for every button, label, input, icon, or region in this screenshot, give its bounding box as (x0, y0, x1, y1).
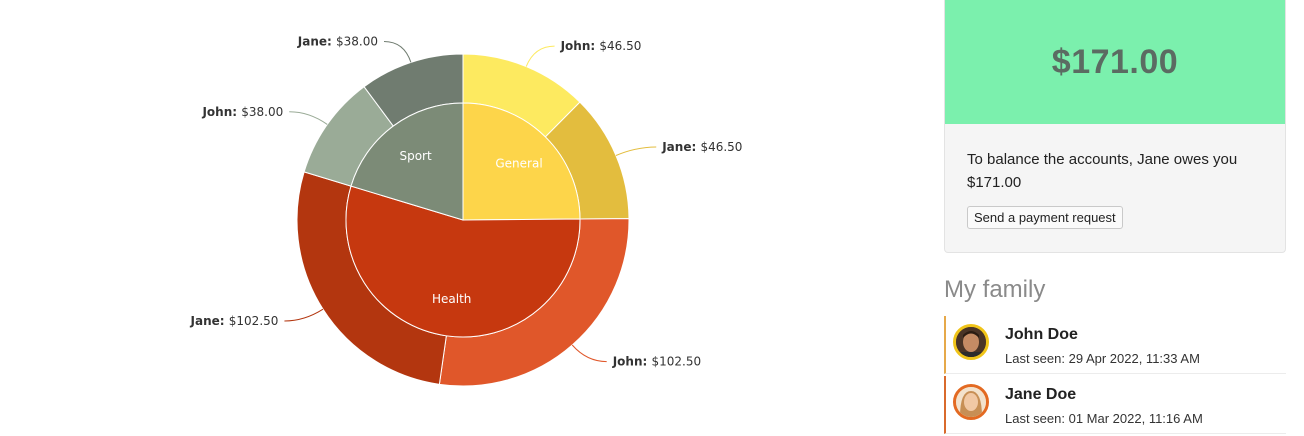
label-connector (571, 344, 607, 363)
expense-sunburst-chart: General Health Sport John: $46.50 Jane: $46.… (190, 34, 742, 387)
category-label-health: Health (432, 292, 471, 306)
user-avatar-icon (953, 384, 989, 420)
chart-svg: General Health Sport John: $46.50 Jane: $46.… (190, 34, 742, 387)
label-connector (525, 45, 555, 67)
send-payment-request-button[interactable]: Send a payment request (967, 206, 1123, 229)
user-avatar-icon (953, 324, 989, 360)
member-name: John Doe (1005, 326, 1078, 343)
label-connector (384, 40, 412, 63)
member-name: Jane Doe (1005, 386, 1077, 403)
member-last-seen: Last seen: 01 Mar 2022, 11:16 AM (1005, 411, 1203, 426)
data-label: John: $102.50 (612, 355, 701, 369)
balance-body: To balance the accounts, Jane owes you $… (945, 124, 1285, 229)
family-section-title: My family (944, 276, 1046, 303)
data-label: Jane: $46.50 (661, 140, 742, 154)
balance-message: To balance the accounts, Jane owes you $… (967, 151, 1238, 191)
family-member-jane[interactable]: Jane Doe Last seen: 01 Mar 2022, 11:16 A… (944, 376, 1286, 434)
balance-header: $171.00 (945, 0, 1285, 124)
data-label: Jane: $102.50 (190, 314, 279, 328)
inner-slice-health[interactable] (345, 185, 581, 338)
label-connector (615, 146, 657, 156)
category-label-general: General (495, 157, 542, 171)
member-last-seen: Last seen: 29 Apr 2022, 11:33 AM (1005, 351, 1200, 366)
category-label-sport: Sport (399, 149, 432, 163)
data-label: John: $38.00 (201, 105, 283, 119)
label-connector (284, 308, 324, 322)
balance-card: $171.00 To balance the accounts, Jane ow… (944, 0, 1286, 253)
data-label: Jane: $38.00 (297, 34, 378, 48)
family-member-john[interactable]: John Doe Last seen: 29 Apr 2022, 11:33 A… (944, 316, 1286, 374)
inner-slice-general[interactable] (462, 102, 581, 221)
balance-amount: $171.00 (1051, 42, 1179, 81)
family-list: John Doe Last seen: 29 Apr 2022, 11:33 A… (944, 316, 1286, 436)
data-label: John: $46.50 (560, 39, 642, 53)
label-connector (289, 111, 328, 125)
inner-slice-sport[interactable] (350, 102, 464, 221)
